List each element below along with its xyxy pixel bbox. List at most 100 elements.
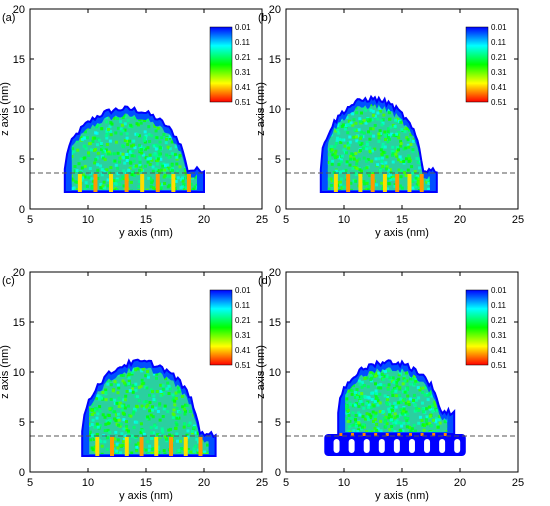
y-tick-label: 20 [13, 267, 25, 279]
pillar [382, 174, 387, 192]
heatmap-area [324, 359, 466, 456]
x-tick-label: 20 [198, 214, 210, 226]
y-tick-label: 15 [13, 317, 25, 329]
pillar [140, 174, 145, 192]
x-tick-label: 15 [396, 477, 408, 489]
pillar [124, 174, 129, 192]
colorbar-label: 0.51 [491, 361, 507, 370]
x-tick-label: 5 [27, 477, 33, 489]
slit [454, 439, 461, 453]
x-tick-label: 25 [512, 477, 524, 489]
y-tick-label: 0 [19, 467, 25, 479]
colorbar-label: 0.11 [491, 301, 507, 310]
pillar [198, 437, 203, 456]
colorbar-label: 0.51 [235, 361, 251, 370]
colorbar-label: 0.01 [235, 286, 251, 295]
y-tick-label: 0 [275, 467, 281, 479]
colorbar [465, 26, 489, 103]
y-axis-label: z axis (nm) [255, 82, 267, 136]
colorbar-label: 0.21 [491, 316, 507, 325]
slit [408, 439, 415, 453]
colorbar-label: 0.51 [235, 98, 251, 107]
slit [363, 439, 370, 453]
y-tick-label: 20 [269, 4, 281, 16]
y-tick-label: 5 [275, 417, 281, 429]
pillar [407, 174, 412, 192]
x-tick-label: 15 [396, 214, 408, 226]
colorbar-label: 0.31 [235, 331, 251, 340]
colorbar-label: 0.41 [235, 83, 251, 92]
pillar [186, 174, 191, 192]
pillar [109, 174, 114, 192]
y-tick-label: 5 [19, 154, 25, 166]
pillar [183, 437, 188, 456]
colorbar-label: 0.31 [491, 331, 507, 340]
colorbar-label: 0.31 [235, 68, 251, 77]
pillar [169, 437, 174, 456]
x-tick-label: 15 [140, 477, 152, 489]
panel-label: (d) [258, 275, 271, 287]
pillar [93, 174, 98, 192]
x-tick-label: 20 [198, 477, 210, 489]
x-axis-label: y axis (nm) [375, 490, 429, 502]
y-tick-label: 20 [13, 4, 25, 16]
y-tick-label: 20 [269, 267, 281, 279]
pillar [154, 437, 159, 456]
slit [439, 439, 446, 453]
x-tick-label: 25 [256, 477, 268, 489]
panel-label: (a) [2, 12, 15, 24]
y-tick-label: 15 [13, 54, 25, 66]
x-tick-label: 5 [27, 214, 33, 226]
x-tick-label: 20 [454, 477, 466, 489]
panel-label: (b) [258, 12, 271, 24]
x-tick-label: 10 [82, 477, 94, 489]
y-tick-label: 10 [269, 104, 281, 116]
colorbar-label: 0.31 [491, 68, 507, 77]
pillar [139, 437, 144, 456]
slit [333, 439, 340, 453]
pillar [95, 437, 100, 456]
colorbar-label: 0.21 [235, 316, 251, 325]
y-tick-label: 5 [19, 417, 25, 429]
y-tick-label: 5 [275, 154, 281, 166]
pillar [124, 437, 129, 456]
pillar [77, 174, 82, 192]
x-tick-label: 15 [140, 214, 152, 226]
x-axis-label: y axis (nm) [375, 227, 429, 239]
pillar [370, 174, 375, 192]
colorbar-label: 0.51 [491, 98, 507, 107]
colorbar-label: 0.21 [491, 53, 507, 62]
colorbar [209, 289, 233, 366]
colorbar-label: 0.01 [235, 23, 251, 32]
pillar [171, 174, 176, 192]
y-tick-label: 15 [269, 317, 281, 329]
pillar [346, 174, 351, 192]
panel-label: (c) [2, 275, 15, 287]
colorbar [465, 289, 489, 366]
x-tick-label: 20 [454, 214, 466, 226]
colorbar-label: 0.41 [491, 346, 507, 355]
colorbar-label: 0.11 [235, 301, 251, 310]
colorbar-label: 0.01 [491, 286, 507, 295]
x-tick-label: 10 [338, 477, 350, 489]
y-axis-label: z axis (nm) [0, 82, 11, 136]
x-tick-label: 10 [338, 214, 350, 226]
pillar [358, 174, 363, 192]
pillar [419, 174, 424, 192]
y-tick-label: 10 [269, 367, 281, 379]
heatmap-area [81, 358, 217, 457]
colorbar [209, 26, 233, 103]
slit [393, 439, 400, 453]
y-tick-label: 10 [13, 367, 25, 379]
colorbar-label: 0.11 [235, 38, 251, 47]
x-tick-label: 25 [256, 214, 268, 226]
x-axis-label: y axis (nm) [119, 227, 173, 239]
slit [378, 439, 385, 453]
pillar [333, 174, 338, 192]
x-tick-label: 5 [283, 477, 289, 489]
